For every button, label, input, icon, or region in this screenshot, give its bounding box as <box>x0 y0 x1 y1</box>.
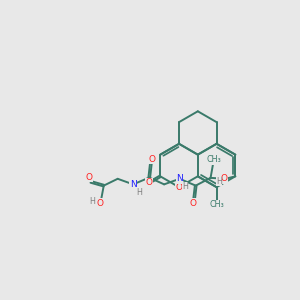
Text: O: O <box>148 155 156 164</box>
Text: O: O <box>85 173 92 182</box>
Text: H: H <box>136 188 142 196</box>
Text: N: N <box>176 174 183 183</box>
Text: H: H <box>182 182 188 191</box>
Text: O: O <box>176 183 182 192</box>
Text: O: O <box>97 199 104 208</box>
Text: O: O <box>146 178 152 187</box>
Text: O: O <box>221 174 228 183</box>
Text: O: O <box>189 199 197 208</box>
Text: CH₃: CH₃ <box>210 200 225 209</box>
Text: H: H <box>90 197 95 206</box>
Text: CH₃: CH₃ <box>207 155 222 164</box>
Text: H: H <box>216 177 222 186</box>
Text: N: N <box>130 180 136 189</box>
